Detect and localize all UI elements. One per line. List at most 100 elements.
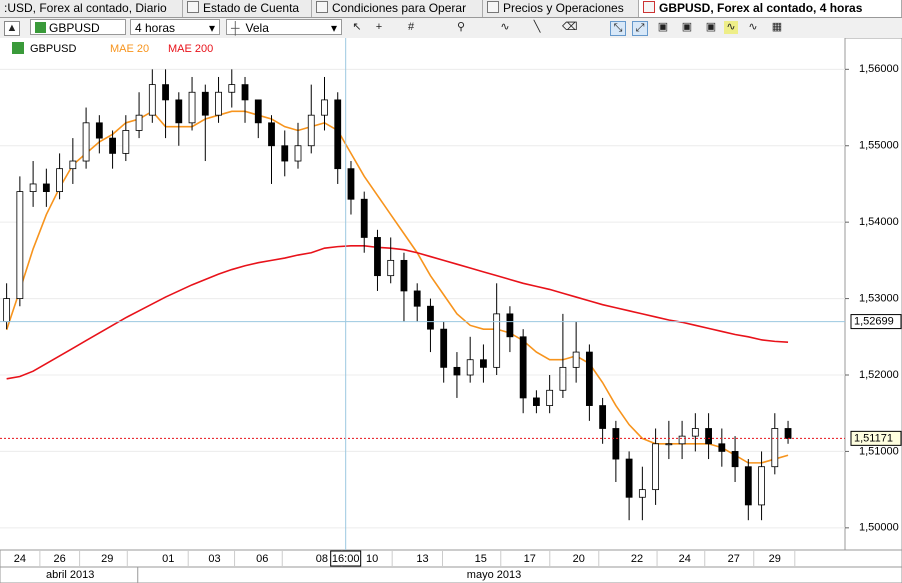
candle-body — [519, 336, 527, 399]
x-tick-label: 27 — [728, 553, 740, 565]
tab-label: GBPUSD, Forex al contado, 4 horas — [659, 1, 863, 15]
candle-body — [559, 366, 567, 391]
candle-body — [771, 428, 779, 468]
tool-c[interactable]: ▣ — [705, 21, 717, 33]
candle-body — [480, 359, 487, 368]
crosshair-y-label: 1,52699 — [854, 315, 894, 327]
candle-body — [16, 191, 24, 299]
tool-pointer[interactable]: ↖ — [352, 21, 362, 33]
chart-style: Vela — [245, 21, 269, 35]
candle-body — [533, 397, 540, 406]
y-tick-label: 1,53000 — [859, 292, 899, 304]
candle-body — [493, 313, 501, 368]
candle-body — [294, 145, 302, 162]
timeframe: 4 horas — [135, 21, 176, 35]
legend-entry: GBPUSD — [30, 43, 77, 55]
candle-body — [453, 366, 461, 376]
tool-f[interactable]: ▦ — [771, 21, 783, 33]
tool-line[interactable]: ╲ — [533, 21, 541, 33]
y-tick-label: 1,54000 — [859, 216, 899, 228]
candle-body — [95, 122, 103, 139]
tab[interactable]: Condiciones para Operar — [312, 0, 483, 17]
candle-body — [678, 435, 686, 445]
candle-body — [201, 91, 209, 116]
candle-body — [612, 428, 620, 460]
candle-body — [705, 428, 712, 445]
month-label: mayo 2013 — [467, 569, 521, 581]
candle-body — [625, 458, 633, 498]
style-select[interactable]: ┼ Vela ▾ — [226, 19, 342, 35]
tab-bar: :USD, Forex al contado, Diario Estado de… — [0, 0, 902, 18]
legend-entry: MAE 200 — [168, 43, 213, 55]
x-tick-label: 29 — [101, 553, 113, 565]
tool-e[interactable]: ∿ — [748, 21, 758, 33]
candle-body — [572, 351, 580, 368]
x-tick-label: 20 — [573, 553, 585, 565]
y-tick-label: 1,55000 — [859, 140, 899, 152]
tab-label: Condiciones para Operar — [332, 1, 467, 15]
crosshair-y-tag — [850, 314, 902, 330]
x-tick-label: 24 — [14, 553, 26, 565]
candle-body — [400, 259, 408, 292]
x-tick-label: 03 — [208, 553, 220, 565]
candle-body — [784, 428, 792, 439]
symbol: GBPUSD — [49, 21, 100, 35]
tool-orders[interactable]: ⤢ — [632, 21, 648, 36]
candle-body — [241, 84, 249, 101]
candle-body — [718, 443, 726, 452]
candle-body — [69, 160, 77, 170]
tool-grid[interactable]: # — [407, 21, 415, 33]
symbol-box[interactable]: GBPUSD — [30, 19, 126, 35]
tool-eraser[interactable]: ⌫ — [562, 21, 578, 33]
candle-body — [3, 298, 11, 322]
tool-a[interactable]: ▣ — [657, 21, 669, 33]
candle-body — [691, 428, 699, 437]
tool-trade[interactable]: ⤡ — [610, 21, 626, 36]
tab[interactable]: Estado de Cuenta — [183, 0, 312, 17]
candle-body — [148, 84, 156, 116]
candle-body — [665, 443, 673, 446]
tab-label: Precios y Operaciones — [503, 1, 624, 15]
candle-body — [135, 114, 143, 131]
x-tick-label: 06 — [256, 553, 268, 565]
tool-zoom[interactable]: ⚲ — [456, 21, 466, 33]
x-tick-label: 29 — [769, 553, 781, 565]
tool-d[interactable]: ∿ — [724, 21, 738, 34]
candle-body — [268, 122, 275, 147]
candle-body — [122, 130, 130, 154]
price-tag-label: 1,51171 — [854, 432, 893, 444]
candle-body — [387, 259, 395, 277]
candle-body — [334, 99, 342, 170]
candle-body — [758, 466, 765, 506]
x-tick-label: 01 — [162, 553, 174, 565]
candle-body — [599, 405, 607, 429]
candle-body — [42, 183, 50, 192]
tool-indicator[interactable]: ∿ — [500, 21, 510, 33]
candle-body — [506, 313, 514, 338]
toolbar: ▲ GBPUSD 4 horas ▾ ┼ Vela ▾ ↖ + # ⚲ ∿ ╲ ⌫ ⤡… — [0, 18, 902, 39]
x-tick-label: 26 — [53, 553, 65, 565]
tab[interactable]: GBPUSD, Forex al contado, 4 horas — [639, 0, 902, 17]
x-tick-label: 15 — [475, 553, 487, 565]
candle-body — [427, 305, 434, 330]
candle-body — [652, 443, 660, 491]
tab[interactable]: :USD, Forex al contado, Diario — [0, 0, 183, 17]
candle-body — [374, 237, 381, 277]
x-tick-label: 24 — [679, 553, 691, 565]
candle-body — [413, 290, 421, 307]
candle-body — [281, 145, 289, 162]
tab-label: :USD, Forex al contado, Diario — [4, 1, 167, 15]
candle-body — [321, 99, 328, 116]
candle-body — [638, 489, 646, 498]
candle-body — [731, 451, 739, 468]
tool-b[interactable]: ▣ — [681, 21, 693, 33]
candle-body — [56, 168, 64, 192]
tab[interactable]: Precios y Operaciones — [483, 0, 639, 17]
timeframe-select[interactable]: 4 horas ▾ — [130, 19, 220, 35]
candle-body — [254, 99, 262, 124]
candle-body — [29, 183, 37, 192]
tool-crosshair[interactable]: + — [375, 21, 383, 33]
candle-body — [162, 84, 169, 101]
collapse-button[interactable]: ▲ — [4, 21, 20, 36]
